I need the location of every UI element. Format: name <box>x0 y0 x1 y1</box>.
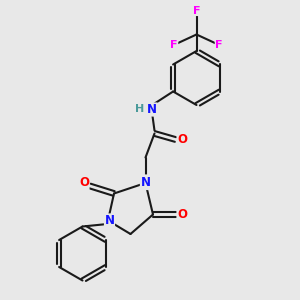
Text: O: O <box>177 133 187 146</box>
Text: O: O <box>177 208 187 221</box>
Text: O: O <box>79 176 89 190</box>
Text: F: F <box>215 40 223 50</box>
Text: N: N <box>147 103 157 116</box>
Text: F: F <box>193 5 200 16</box>
Text: H: H <box>135 104 144 115</box>
Text: N: N <box>140 176 151 190</box>
Text: F: F <box>170 40 178 50</box>
Text: N: N <box>140 175 151 188</box>
Text: N: N <box>104 214 115 227</box>
